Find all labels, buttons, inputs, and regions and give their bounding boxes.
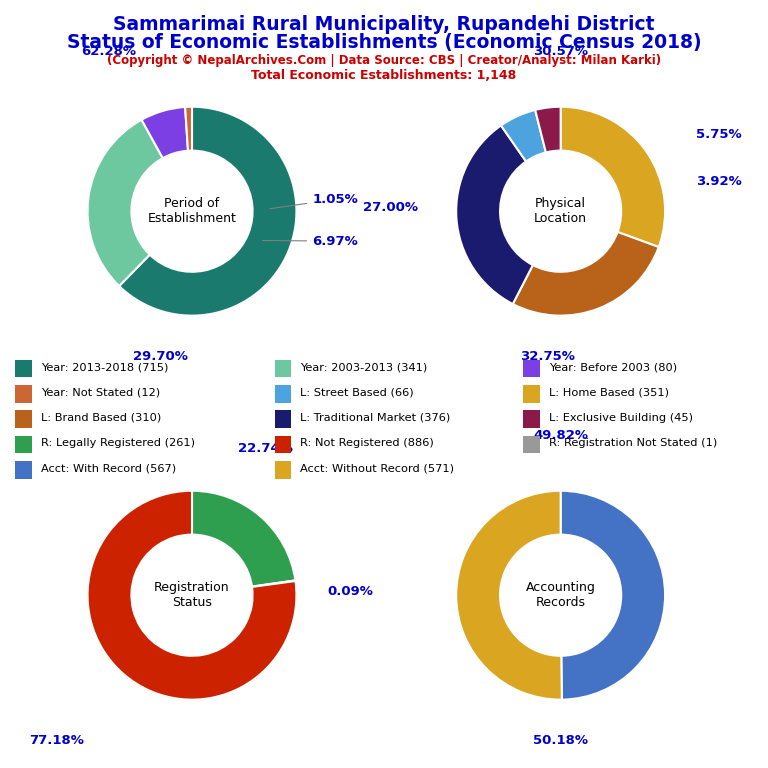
Text: Year: 2003-2013 (341): Year: 2003-2013 (341) bbox=[300, 362, 428, 372]
Wedge shape bbox=[501, 110, 546, 161]
Text: 62.28%: 62.28% bbox=[81, 45, 136, 58]
Text: R: Legally Registered (261): R: Legally Registered (261) bbox=[41, 439, 195, 449]
Text: Registration
Status: Registration Status bbox=[154, 581, 230, 609]
Text: 1.05%: 1.05% bbox=[270, 193, 358, 209]
Text: 50.18%: 50.18% bbox=[533, 734, 588, 747]
Bar bbox=[523, 435, 540, 453]
Text: L: Street Based (66): L: Street Based (66) bbox=[300, 388, 414, 398]
Text: 0.09%: 0.09% bbox=[328, 585, 374, 598]
Text: Year: 2013-2018 (715): Year: 2013-2018 (715) bbox=[41, 362, 168, 372]
Text: L: Traditional Market (376): L: Traditional Market (376) bbox=[300, 413, 451, 423]
Bar bbox=[15, 359, 31, 377]
Wedge shape bbox=[561, 107, 665, 247]
Text: (Copyright © NepalArchives.Com | Data Source: CBS | Creator/Analyst: Milan Karki: (Copyright © NepalArchives.Com | Data So… bbox=[107, 54, 661, 67]
Bar bbox=[275, 410, 291, 428]
Wedge shape bbox=[141, 107, 188, 158]
Bar bbox=[523, 359, 540, 377]
Text: 77.18%: 77.18% bbox=[28, 734, 84, 747]
Wedge shape bbox=[513, 232, 659, 316]
Bar bbox=[275, 359, 291, 377]
Wedge shape bbox=[119, 107, 296, 316]
Bar bbox=[15, 461, 31, 478]
Text: Status of Economic Establishments (Economic Census 2018): Status of Economic Establishments (Econo… bbox=[67, 33, 701, 52]
Text: Total Economic Establishments: 1,148: Total Economic Establishments: 1,148 bbox=[251, 69, 517, 82]
Text: Physical
Location: Physical Location bbox=[534, 197, 588, 225]
Text: R: Registration Not Stated (1): R: Registration Not Stated (1) bbox=[549, 439, 717, 449]
Bar bbox=[275, 461, 291, 478]
Text: 29.70%: 29.70% bbox=[133, 350, 188, 363]
Wedge shape bbox=[561, 491, 665, 700]
Bar bbox=[15, 435, 31, 453]
Text: Period of
Establishment: Period of Establishment bbox=[147, 197, 237, 225]
Wedge shape bbox=[88, 120, 163, 286]
Text: L: Exclusive Building (45): L: Exclusive Building (45) bbox=[549, 413, 693, 423]
Wedge shape bbox=[88, 491, 296, 700]
Wedge shape bbox=[185, 107, 192, 151]
Wedge shape bbox=[535, 107, 561, 153]
Wedge shape bbox=[456, 125, 533, 304]
Wedge shape bbox=[456, 491, 562, 700]
Text: 5.75%: 5.75% bbox=[697, 128, 742, 141]
Text: Acct: With Record (567): Acct: With Record (567) bbox=[41, 464, 176, 474]
Text: Year: Before 2003 (80): Year: Before 2003 (80) bbox=[549, 362, 677, 372]
Wedge shape bbox=[192, 491, 296, 587]
Text: L: Brand Based (310): L: Brand Based (310) bbox=[41, 413, 161, 423]
Text: 32.75%: 32.75% bbox=[520, 350, 575, 363]
Text: 49.82%: 49.82% bbox=[533, 429, 588, 442]
Text: 6.97%: 6.97% bbox=[263, 234, 358, 247]
Bar bbox=[275, 435, 291, 453]
Text: Sammarimai Rural Municipality, Rupandehi District: Sammarimai Rural Municipality, Rupandehi… bbox=[113, 15, 655, 35]
Text: 22.74%: 22.74% bbox=[237, 442, 293, 455]
Bar bbox=[15, 385, 31, 402]
Bar bbox=[275, 385, 291, 402]
Bar bbox=[15, 410, 31, 428]
Wedge shape bbox=[252, 581, 296, 587]
Text: 30.57%: 30.57% bbox=[533, 45, 588, 58]
Text: R: Not Registered (886): R: Not Registered (886) bbox=[300, 439, 434, 449]
Bar bbox=[523, 385, 540, 402]
Text: Accounting
Records: Accounting Records bbox=[526, 581, 595, 609]
Text: Year: Not Stated (12): Year: Not Stated (12) bbox=[41, 388, 160, 398]
Text: L: Home Based (351): L: Home Based (351) bbox=[549, 388, 669, 398]
Text: Acct: Without Record (571): Acct: Without Record (571) bbox=[300, 464, 455, 474]
Text: 27.00%: 27.00% bbox=[363, 201, 419, 214]
Bar bbox=[523, 410, 540, 428]
Text: 3.92%: 3.92% bbox=[697, 175, 742, 188]
